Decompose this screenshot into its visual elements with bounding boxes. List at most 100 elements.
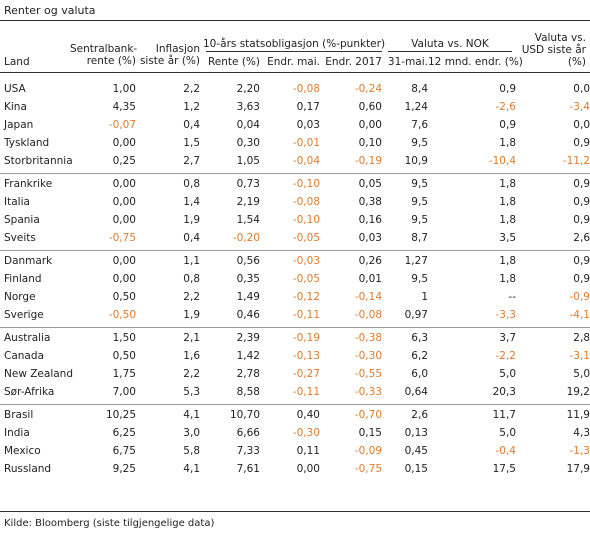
table-row: Storbritannia 0,25 2,7 1,05 -0,04 -0,19 10,9 -1… [0,152,590,170]
cell-endr-mai: -0,11 [292,386,320,398]
cell-12-mnd: 0,9 [499,83,516,95]
table-row: Sverige -0,50 1,9 0,46 -0,11 -0,08 0,97 -3,3 -4,… [0,306,590,324]
group-separator-line [0,250,590,251]
cell-endr-mai: -0,03 [292,255,320,267]
header-usd-line2: USD siste år [521,44,586,56]
header-endr-mai: Endr. mai. [267,56,320,68]
header-usd-line1: Valuta vs. [534,32,586,44]
cell-rente: 1,54 [236,214,260,226]
table-row: Australia 1,50 2,1 2,39 -0,19 -0,38 6,3 3,7 2,8 [0,329,590,347]
cell-12-mnd: 5,0 [499,427,516,439]
table-row: Norge 0,50 2,2 1,49 -0,12 -0,14 1 -- -0,9 [0,288,590,306]
cell-usd: 19,2 [566,386,590,398]
cell-12-mnd: 20,3 [492,386,516,398]
cell-usd: 5,0 [573,368,590,380]
cell-rente: 2,19 [236,196,260,208]
cell-endr-mai: 0,00 [296,463,320,475]
cell-endr-mai: -0,01 [292,137,320,149]
cell-endr-2017: -0,14 [354,291,382,303]
group-separator [0,401,590,406]
cell-usd: 17,9 [566,463,590,475]
cell-usd: 2,6 [573,232,590,244]
cell-endr-2017: -0,70 [354,409,382,421]
header-statsobligasjon-group: 10-års statsobligasjon (%-punkter) [203,38,386,50]
group-separator-cell [0,401,590,406]
cell-endr-mai: -0,05 [292,273,320,285]
cell-rente: 8,58 [236,386,260,398]
cell-rente: -0,20 [232,232,260,244]
cell-inflasjon: 4,1 [183,409,200,421]
cell-rente: 0,56 [236,255,260,267]
cell-endr-2017: 0,01 [358,273,382,285]
cell-31-mai: 0,13 [404,427,428,439]
cell-inflasjon: 1,6 [183,350,200,362]
cell-12-mnd: -0,4 [495,445,517,457]
cell-12-mnd: 0,9 [499,119,516,131]
cell-12-mnd: -10,4 [488,155,516,167]
cell-12-mnd: 1,8 [499,214,516,226]
table-row: Russland 9,25 4,1 7,61 0,00 -0,75 0,15 17,5 17,9 [0,460,590,478]
table-row: Brasil 10,25 4,1 10,70 0,40 -0,70 2,6 11,7 11,9 [0,406,590,424]
table-row: Danmark 0,00 1,1 0,56 -0,03 0,26 1,27 1,8 0,9 [0,252,590,270]
cell-sentralbank: 1,00 [112,83,136,95]
cell-12-mnd: 3,7 [499,332,516,344]
cell-12-mnd: 5,0 [499,368,516,380]
valuta-group-line [388,51,512,52]
cell-12-mnd: -2,6 [495,101,517,113]
cell-rente: 7,33 [236,445,260,457]
table-row: Canada 0,50 1,6 1,42 -0,13 -0,30 6,2 -2,2 -3,1 [0,347,590,365]
cell-12-mnd: 1,8 [499,196,516,208]
header-12-mnd: 12 mnd. endr. (%) [428,56,523,68]
cell-endr-2017: -0,33 [354,386,382,398]
header-usd: Valuta vs. USD siste år (%) [516,32,586,68]
cell-sentralbank: 1,50 [112,332,136,344]
cell-endr-2017: -0,30 [354,350,382,362]
table-title: Renter og valuta [4,4,96,17]
cell-usd: -4,1 [569,309,590,321]
table-row: Finland 0,00 0,8 0,35 -0,05 0,01 9,5 1,8 0,9 [0,270,590,288]
cell-land: Finland [4,273,42,285]
cell-usd: -11,2 [562,155,590,167]
header-usd-line3: (%) [567,56,586,68]
cell-endr-mai: -0,10 [292,214,320,226]
cell-endr-mai: -0,27 [292,368,320,380]
statsobligasjon-group-line [206,51,382,52]
group-separator-cell [0,324,590,329]
cell-inflasjon: 5,8 [183,445,200,457]
cell-endr-2017: 0,16 [358,214,382,226]
bottom-rule [0,511,590,512]
cell-usd: 2,8 [573,332,590,344]
cell-31-mai: 9,5 [411,273,428,285]
cell-land: New Zealand [4,368,73,380]
cell-land: Japan [4,119,34,131]
table-row: Italia 0,00 1,4 2,19 -0,08 0,38 9,5 1,8 0,9 [0,193,590,211]
cell-inflasjon: 1,2 [183,101,200,113]
cell-rente: 10,70 [229,409,260,421]
cell-rente: 2,20 [236,83,260,95]
cell-12-mnd: 11,7 [492,409,516,421]
cell-land: India [4,427,30,439]
cell-endr-2017: -0,24 [354,83,382,95]
table-row: USA 1,00 2,2 2,20 -0,08 -0,24 8,4 0,9 0,0 [0,80,590,98]
cell-sentralbank: 6,25 [112,427,136,439]
data-table: USA 1,00 2,2 2,20 -0,08 -0,24 8,4 0,9 0,0 Kina 4,3… [0,80,590,478]
header-sentralbank-line1: Sentralbank- [70,43,138,55]
cell-inflasjon: 3,0 [183,427,200,439]
cell-inflasjon: 1,9 [183,214,200,226]
cell-inflasjon: 0,8 [183,273,200,285]
cell-endr-mai: -0,30 [292,427,320,439]
cell-endr-2017: -0,19 [354,155,382,167]
header-endr-2017: Endr. 2017 [325,56,382,68]
cell-sentralbank: -0,07 [108,119,136,131]
cell-sentralbank: 0,00 [112,273,136,285]
cell-usd: 0,9 [573,137,590,149]
cell-sentralbank: 7,00 [112,386,136,398]
cell-rente: 0,30 [236,137,260,149]
cell-land: Russland [4,463,52,475]
cell-sentralbank: 0,00 [112,255,136,267]
cell-land: Sverige [4,309,44,321]
cell-land: Spania [4,214,40,226]
cell-31-mai: 9,5 [411,196,428,208]
cell-usd: -3,1 [569,350,590,362]
